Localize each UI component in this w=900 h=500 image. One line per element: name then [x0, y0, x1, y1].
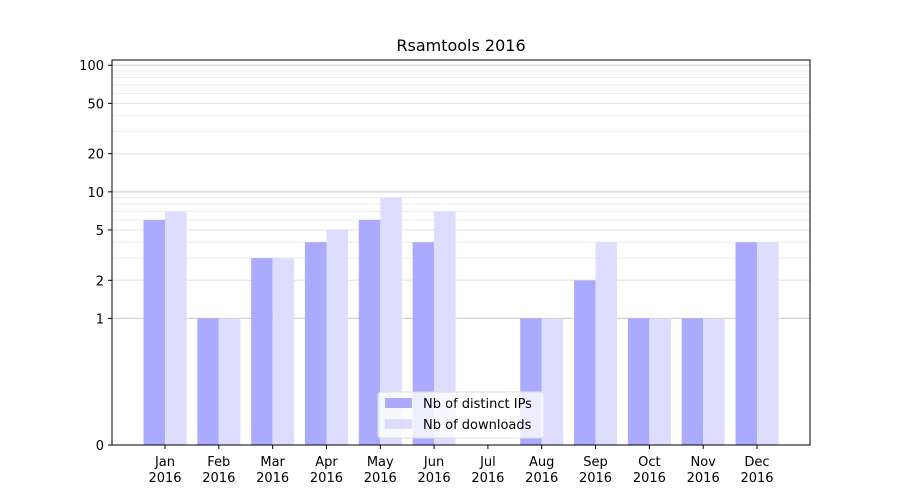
x-axis-ticks: Jan 2016 Feb 2016 Mar 2016 Apr 2016 May 2016 Jun 20… [148, 445, 774, 486]
y-axis-ticks: 0 1 2 5 10 20 50 100 [79, 59, 112, 454]
chart-title: Rsamtools 2016 [396, 36, 525, 55]
y-tick-label: 10 [87, 186, 104, 201]
x-tick-label: Feb 2016 [202, 455, 235, 486]
bar-distinct-ips [358, 219, 381, 445]
legend: Nb of distinct IPs Nb of downloads [377, 391, 545, 439]
bar-downloads [595, 242, 618, 445]
x-tick-label: Jul 2016 [471, 455, 504, 486]
bar-distinct-ips [627, 318, 650, 445]
bar-distinct-ips [197, 318, 219, 445]
bar-distinct-ips [681, 318, 704, 445]
x-tick-label: Nov 2016 [687, 455, 720, 486]
y-tick-label: 1 [96, 312, 104, 327]
bar-distinct-ips [735, 242, 757, 445]
x-tick-label: Jan 2016 [148, 455, 181, 486]
x-tick-label: Aug 2016 [525, 455, 558, 486]
y-tick-label: 5 [96, 224, 104, 239]
y-tick-label: 2 [96, 274, 104, 289]
bar-downloads [218, 318, 241, 445]
bar-downloads [703, 318, 725, 445]
y-tick-label: 100 [79, 59, 104, 74]
x-tick-label: May 2016 [364, 455, 397, 486]
grid-lines [112, 64, 810, 319]
bar-downloads [326, 229, 348, 445]
bar-downloads [165, 211, 187, 445]
y-tick-label: 0 [96, 439, 104, 454]
legend-label: Nb of distinct IPs [423, 397, 532, 412]
bar-downloads [434, 211, 456, 445]
x-tick-label: Oct 2016 [633, 455, 666, 486]
bar-downloads [541, 318, 564, 445]
y-tick-label: 50 [87, 97, 104, 112]
legend-box [377, 391, 545, 439]
bar-distinct-ips [574, 280, 596, 445]
x-tick-label: Apr 2016 [310, 455, 343, 486]
legend-swatch [385, 398, 412, 408]
bar-downloads [649, 318, 671, 445]
legend-swatch [385, 419, 412, 429]
bar-distinct-ips [143, 219, 165, 445]
x-tick-label: Mar 2016 [256, 455, 289, 486]
legend-label: Nb of downloads [423, 418, 532, 433]
y-tick-label: 20 [87, 148, 104, 163]
bar-downloads [272, 258, 295, 445]
x-tick-label: Jun 2016 [418, 455, 451, 486]
plot-area-frame [111, 59, 811, 446]
bar-downloads [380, 197, 402, 445]
bar-distinct-ips [304, 242, 327, 445]
x-tick-label: Dec 2016 [740, 455, 773, 486]
bar-downloads [757, 242, 779, 445]
bar-distinct-ips [251, 258, 273, 445]
x-tick-label: Sep 2016 [579, 455, 612, 486]
